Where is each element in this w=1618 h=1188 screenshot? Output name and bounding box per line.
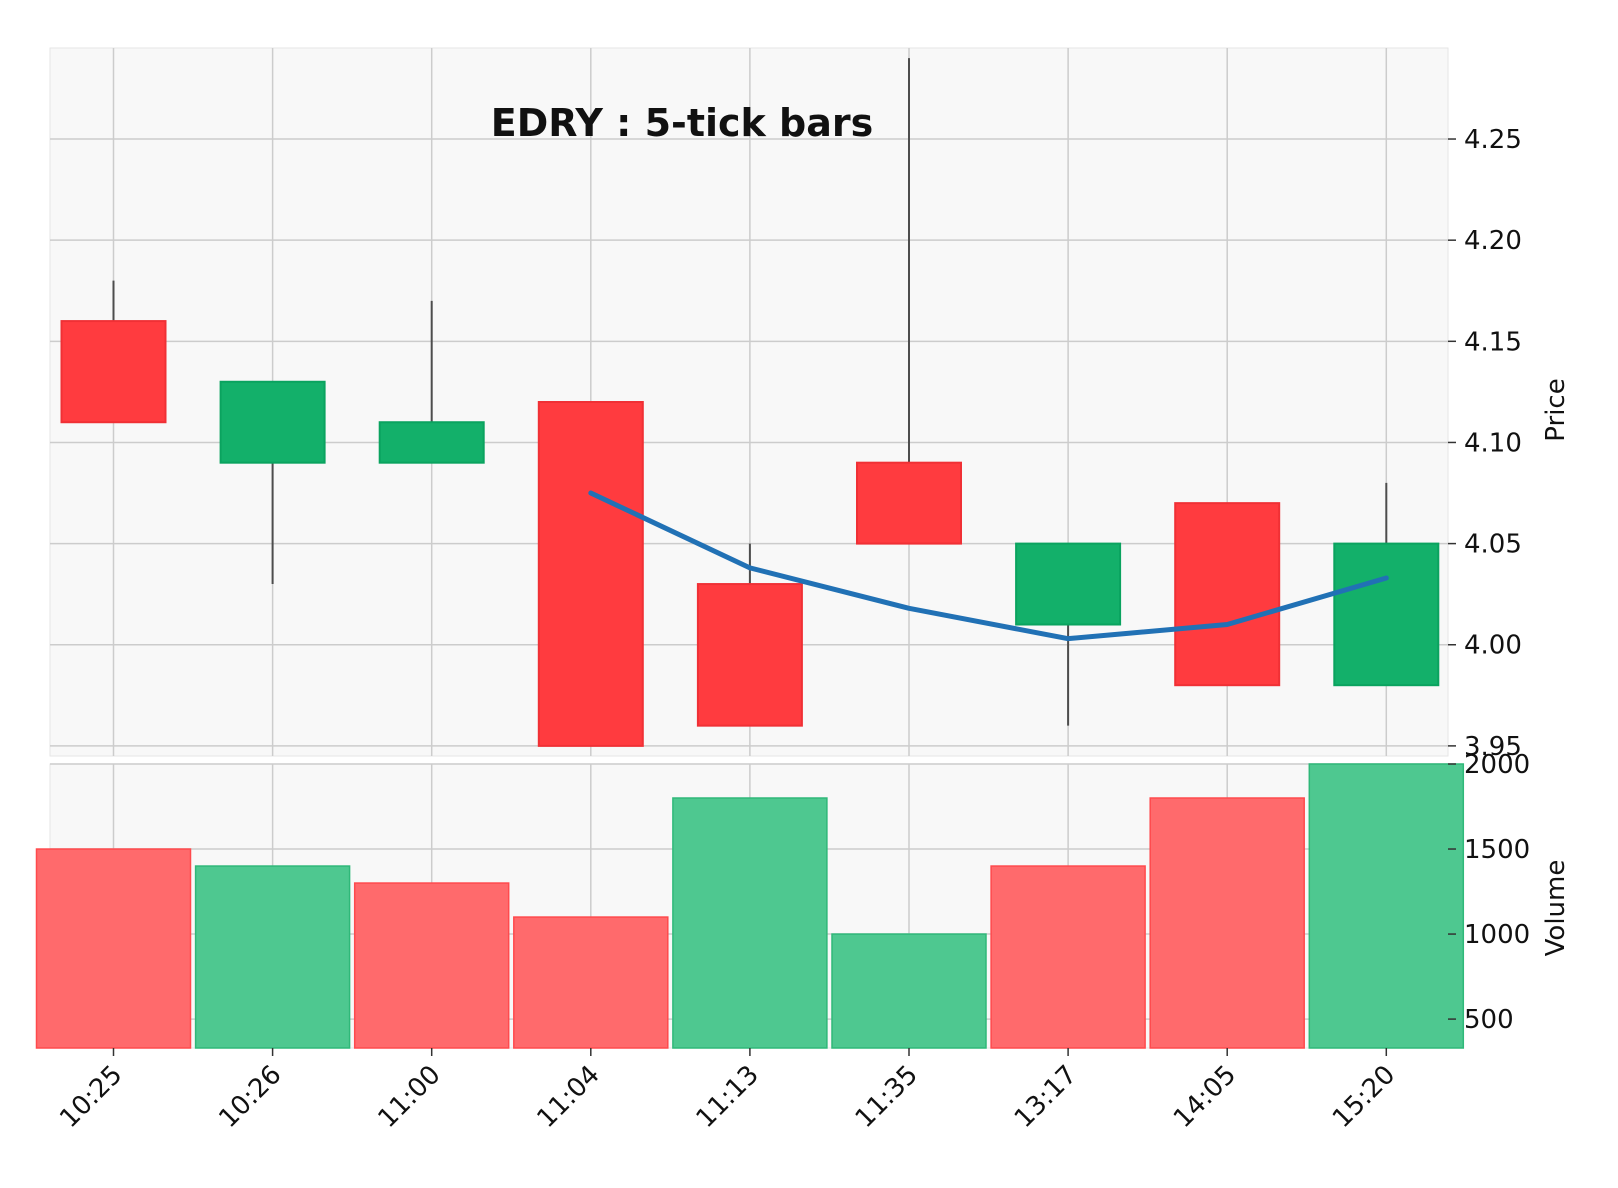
- chart-title: EDRY : 5-tick bars: [491, 101, 874, 145]
- volume-axis-label: Volume: [1541, 860, 1571, 957]
- volume-bar: [672, 797, 828, 1049]
- price-tick-label: 4.15: [1464, 327, 1522, 357]
- volume-tick-label: 1000: [1464, 920, 1530, 950]
- x-tick-label: 10:25: [54, 1060, 128, 1134]
- candle-body: [1174, 502, 1281, 687]
- candle-body: [696, 583, 803, 727]
- x-tick-label: 15:20: [1327, 1060, 1401, 1134]
- candle-body: [60, 320, 167, 424]
- volume-bar: [353, 882, 510, 1049]
- volume-bar: [1308, 763, 1465, 1049]
- x-tick-label: 13:17: [1009, 1060, 1083, 1134]
- volume-bar: [194, 865, 351, 1049]
- candle-body: [1015, 542, 1122, 626]
- volume-tick-label: 1500: [1464, 835, 1530, 865]
- candles: [60, 58, 1440, 747]
- price-tick-label: 3.95: [1464, 732, 1522, 762]
- x-tick-label: 11:04: [532, 1060, 606, 1134]
- volume-bar: [990, 865, 1146, 1049]
- x-tick-label: 11:35: [850, 1060, 924, 1134]
- volume-tick-label: 500: [1464, 1005, 1514, 1035]
- moving-average: [588, 490, 1389, 642]
- price-tick-label: 4.20: [1464, 226, 1522, 256]
- price-axis-label: Price: [1541, 378, 1571, 441]
- moving-average-line: [588, 490, 1389, 642]
- x-tick-label: 10:26: [213, 1060, 287, 1134]
- price-tick-label: 4.10: [1464, 428, 1522, 458]
- candle-body: [537, 401, 644, 747]
- volume-bars: [35, 763, 1465, 1049]
- candle-body: [1333, 542, 1440, 687]
- volume-tick-label: 2000: [1464, 750, 1530, 780]
- volume-bar: [35, 848, 192, 1049]
- volume-bar: [831, 933, 987, 1049]
- candle-body: [219, 380, 326, 464]
- volume-bar: [513, 916, 669, 1049]
- x-tick-label: 11:00: [372, 1060, 446, 1134]
- price-tick-label: 4.00: [1464, 631, 1522, 661]
- price-tick-label: 4.05: [1464, 530, 1522, 560]
- x-tick-label: 11:13: [691, 1060, 765, 1134]
- price-tick-label: 4.25: [1464, 125, 1522, 155]
- candle-body: [378, 421, 485, 464]
- volume-bar: [1149, 797, 1305, 1049]
- x-tick-label: 14:05: [1168, 1060, 1242, 1134]
- candle-body: [856, 461, 962, 545]
